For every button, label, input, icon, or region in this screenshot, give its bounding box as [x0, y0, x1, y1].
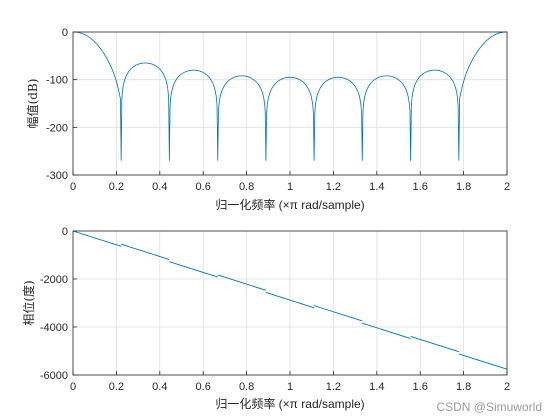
magnitude-response-line	[72, 31, 508, 161]
x-tick-label: 1.4	[369, 181, 384, 193]
magnitude-plot: 0 0.2 0.4 0.6 0.8 1 1.2 1.4 1.6 1.8 2 0 -100 -200 -300…	[25, 27, 510, 212]
watermark: CSDN @Simuworld	[436, 400, 542, 414]
y-tick-label: -200	[46, 122, 68, 134]
y-tick-label: -6000	[40, 370, 68, 382]
y-tick-label: -2000	[40, 274, 68, 286]
x-tick-label: 0.8	[239, 181, 254, 193]
x-tick-label: 0.4	[152, 381, 167, 393]
magnitude-ticks: 0 0.2 0.4 0.6 0.8 1 1.2 1.4 1.6 1.8 2 0 -100 -200 -300	[46, 27, 510, 193]
phase-response-line	[72, 230, 508, 370]
x-tick-label: 0.4	[152, 181, 167, 193]
phase-ticks: 0 0.2 0.4 0.6 0.8 1 1.2 1.4 1.6 1.8 2 0 -2000 -4000 -6…	[40, 226, 510, 393]
x-tick-label: 1.2	[326, 181, 341, 193]
x-tick-label: 0	[70, 381, 76, 393]
y-tick-label: 0	[62, 27, 68, 39]
magnitude-x-label: 归一化频率 (×π rad/sample)	[215, 197, 364, 212]
phase-plot: 0 0.2 0.4 0.6 0.8 1 1.2 1.4 1.6 1.8 2 0 -2000 -4000 -6…	[21, 226, 510, 411]
x-tick-label: 0.2	[109, 381, 124, 393]
y-tick-label: -100	[46, 75, 68, 87]
x-tick-label: 1.2	[326, 381, 341, 393]
x-tick-label: 2	[504, 381, 510, 393]
x-tick-label: 1.8	[456, 181, 471, 193]
x-tick-label: 1.6	[413, 181, 428, 193]
x-tick-label: 1.8	[456, 381, 471, 393]
x-tick-label: 0.6	[196, 381, 211, 393]
x-tick-label: 1.6	[413, 381, 428, 393]
x-tick-label: 0.8	[239, 381, 254, 393]
magnitude-y-label: 幅值(dB)	[25, 79, 40, 129]
phase-y-label: 相位(度)	[21, 280, 36, 325]
phase-x-label: 归一化频率 (×π rad/sample)	[215, 396, 364, 411]
x-tick-label: 0.2	[109, 181, 124, 193]
x-tick-label: 2	[504, 181, 510, 193]
y-tick-label: -4000	[40, 322, 68, 334]
x-tick-label: 0	[70, 181, 76, 193]
x-tick-label: 0.6	[196, 181, 211, 193]
y-tick-label: 0	[62, 226, 68, 238]
x-tick-label: 1	[287, 181, 293, 193]
x-tick-label: 1.4	[369, 381, 384, 393]
y-tick-label: -300	[46, 170, 68, 182]
x-tick-label: 1	[287, 381, 293, 393]
